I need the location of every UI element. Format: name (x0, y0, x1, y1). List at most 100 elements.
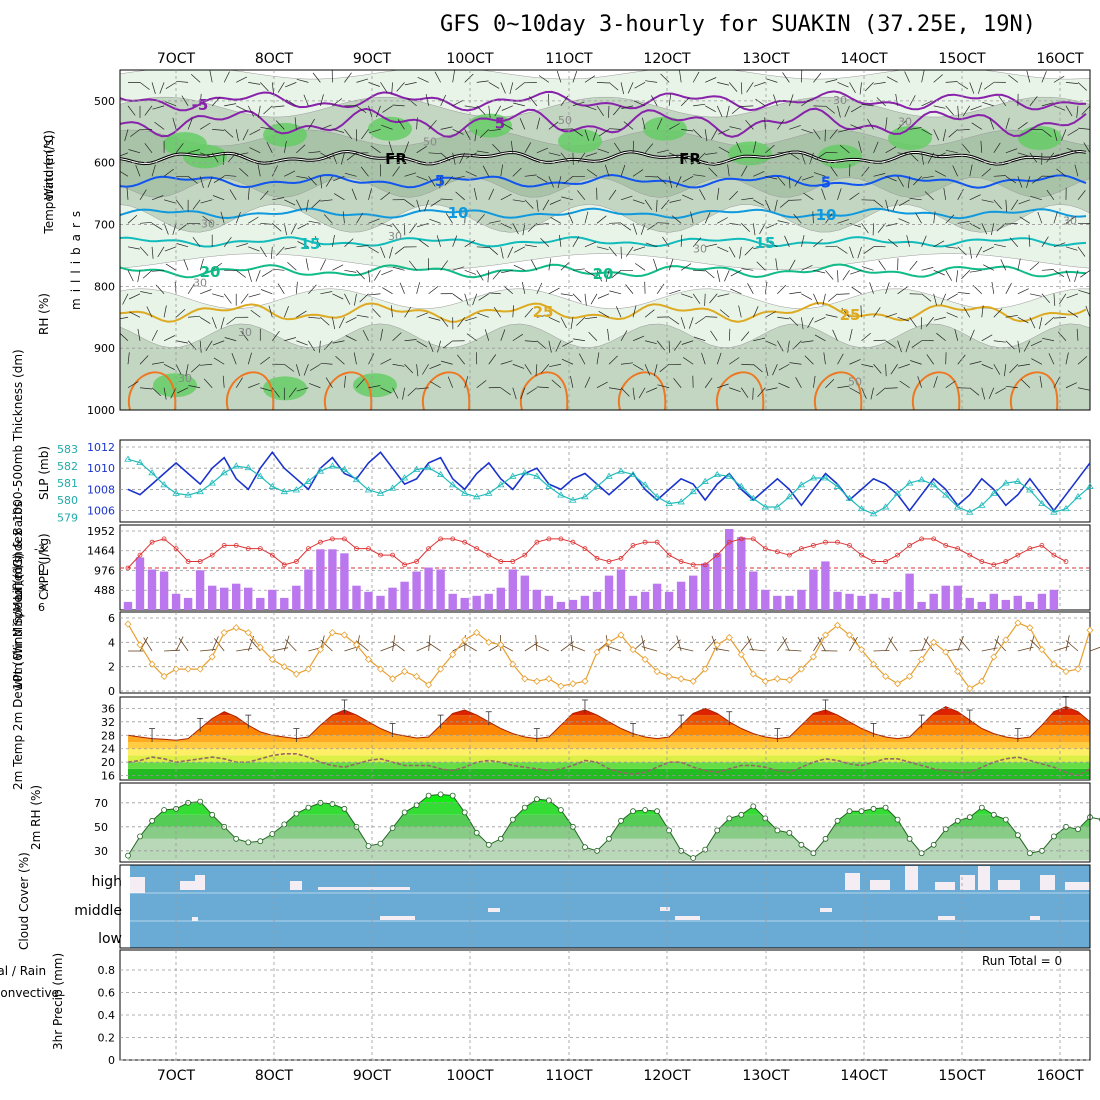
thickness-marker (160, 481, 168, 488)
wind-barb (690, 211, 694, 224)
wind-barb (773, 94, 778, 106)
wind-barb (969, 82, 975, 94)
wind-barb (439, 176, 441, 189)
wind-barb (548, 340, 552, 353)
wind-barb (925, 317, 934, 327)
wind-barb (729, 126, 742, 130)
wind-barb (1053, 293, 1056, 306)
rh2m-band (128, 838, 1090, 861)
cape-bar (195, 570, 205, 610)
thickness-marker (641, 481, 649, 488)
wind-barb (1061, 129, 1067, 141)
wind-barb (535, 364, 538, 377)
wind-barb (753, 337, 766, 342)
wind-barb (128, 149, 141, 154)
wind10m-marker (256, 643, 264, 651)
wind-barb (814, 316, 826, 323)
wind-barb (777, 340, 784, 352)
wind-barb (465, 152, 477, 159)
wind-barb (793, 213, 802, 224)
cape-bar (436, 569, 445, 610)
wind-barb (632, 169, 644, 177)
wind-barb (878, 260, 886, 271)
wind-barb (163, 363, 175, 371)
wind-barb (682, 176, 694, 183)
wind-barb (933, 269, 945, 276)
rh2m-marker (341, 805, 348, 812)
wind10m-marker (821, 631, 830, 639)
wind-barb (803, 192, 814, 201)
wind-barb (741, 268, 754, 271)
wind-barb (235, 129, 239, 142)
wind10m-barb (175, 636, 184, 652)
wind10m-marker (629, 646, 637, 654)
lifted-index-marker (534, 539, 540, 545)
wind-barb (861, 104, 874, 107)
lifted-index-marker (546, 536, 552, 542)
wind-barb (464, 129, 471, 141)
wind-barb (213, 176, 225, 183)
wind-barb (592, 129, 598, 141)
wind-barb (1065, 270, 1071, 282)
wind-barb (344, 172, 357, 177)
wind-barb (526, 387, 538, 395)
wind-barb (425, 94, 429, 106)
wind-barb (614, 142, 622, 154)
cloud-gap (905, 866, 918, 890)
wind10m-marker (340, 631, 348, 639)
wind-barb (163, 387, 167, 400)
wind-barb (615, 306, 622, 318)
wind-barb (605, 270, 610, 282)
wind-barb (1046, 189, 1055, 201)
wind-barb (529, 96, 538, 107)
wind-barb (981, 387, 986, 400)
wind10m-barb (605, 645, 622, 652)
wind-barb (969, 269, 982, 273)
wind-barb (921, 129, 933, 136)
isotherm-10 (120, 207, 1087, 220)
wind10m-marker (689, 677, 697, 685)
wind-barb (572, 268, 585, 271)
wind-barb (1017, 316, 1029, 324)
rh2m-marker (1015, 832, 1021, 839)
wind-barb (741, 331, 750, 341)
wind-barb (885, 313, 898, 318)
thickness-marker (136, 458, 144, 466)
wind10m-barb (749, 648, 766, 652)
wind-barb (271, 165, 278, 177)
wind-barb (801, 293, 813, 300)
wind-barb (837, 219, 849, 224)
label-temp2m: 2m Temp 2m DewPt (6hr Min/Max) (°C) (11, 555, 25, 790)
isotherm-5 (120, 173, 1087, 189)
thickness-tick-label: 581 (57, 477, 78, 490)
wind-barb (815, 152, 826, 160)
wind-barb (476, 214, 485, 224)
thickness-marker (857, 504, 866, 512)
wind-barb (476, 80, 489, 83)
rh2m-marker (257, 838, 264, 845)
wind-barb (226, 316, 237, 325)
wind-barb (597, 293, 610, 299)
wind-barb (849, 387, 861, 394)
rh2m-marker (858, 808, 865, 815)
label-precip-line1: Total / Rain (0, 964, 46, 978)
isotherm-label: 25 (840, 306, 861, 324)
temp2m-band (128, 748, 1090, 756)
wind10m-marker (918, 655, 926, 663)
wind-barb (464, 240, 475, 248)
rh2m-marker (1075, 826, 1081, 833)
wind10m-marker (1026, 624, 1034, 632)
x-tick-label-top: 9OCT (353, 51, 392, 67)
wind-barb (382, 287, 393, 295)
cape-bar (508, 569, 517, 610)
wind-barb (812, 211, 814, 224)
cloud-gap-mid (660, 907, 670, 911)
wind-barb (915, 212, 922, 224)
wind-barb (356, 270, 365, 280)
wind-barb (404, 172, 417, 177)
wind-barb (164, 101, 177, 107)
wind-barb (632, 305, 637, 318)
thickness-marker (1002, 479, 1010, 486)
wind-barb (867, 118, 874, 130)
wind-barb (861, 266, 874, 271)
